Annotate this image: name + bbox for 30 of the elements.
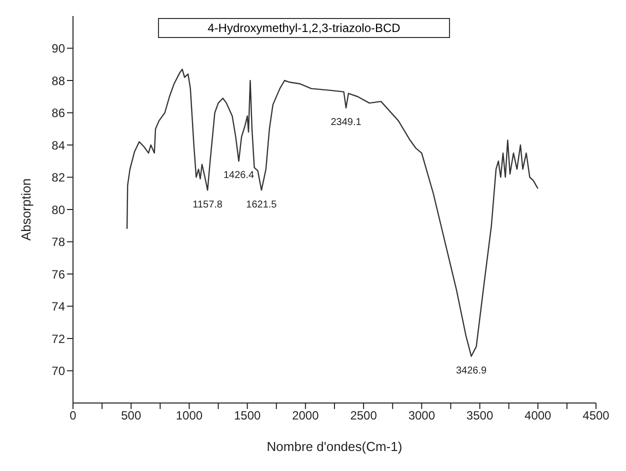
x-tick-label: 500 <box>121 408 142 423</box>
x-tick-label: 3000 <box>408 408 436 423</box>
y-tick-label: 76 <box>52 267 66 282</box>
annotation: 3426.9 <box>456 365 488 376</box>
annotation: 1426.4 <box>223 170 255 182</box>
y-tick-label: 82 <box>52 170 66 185</box>
y-tick-label: 90 <box>52 42 66 56</box>
line-series <box>126 68 538 357</box>
y-tick-label: 72 <box>52 332 66 346</box>
chart-title: 4-Hydroxymethyl-1,2,3-triazolo-BCD <box>158 18 450 38</box>
x-axis-title: Nombre d'ondes(Cm-1) <box>266 439 402 454</box>
y-tick-label: 78 <box>52 235 66 250</box>
y-tick-label: 70 <box>52 364 66 378</box>
x-tick-label: 4000 <box>524 408 552 423</box>
x-tick-label: 1500 <box>234 408 262 423</box>
y-tick-label: 86 <box>52 106 66 120</box>
y-axis-title: Absorption <box>18 178 34 241</box>
y-tick-label: 80 <box>52 202 66 217</box>
annotation: 1157.8 <box>192 199 223 210</box>
y-tick-label: 88 <box>52 74 66 88</box>
annotation: 2349.1 <box>330 117 362 128</box>
y-tick-label: 84 <box>52 138 66 152</box>
x-tick-label: 4500 <box>582 408 610 423</box>
annotation: 1621.5 <box>246 199 278 210</box>
x-tick-label: 0 <box>70 408 77 423</box>
x-tick-label: 2000 <box>292 408 320 423</box>
x-tick-label: 2500 <box>350 408 378 423</box>
y-tick-label: 74 <box>52 300 66 314</box>
x-tick-label: 3500 <box>466 408 494 423</box>
x-tick-label: 1000 <box>176 408 203 423</box>
